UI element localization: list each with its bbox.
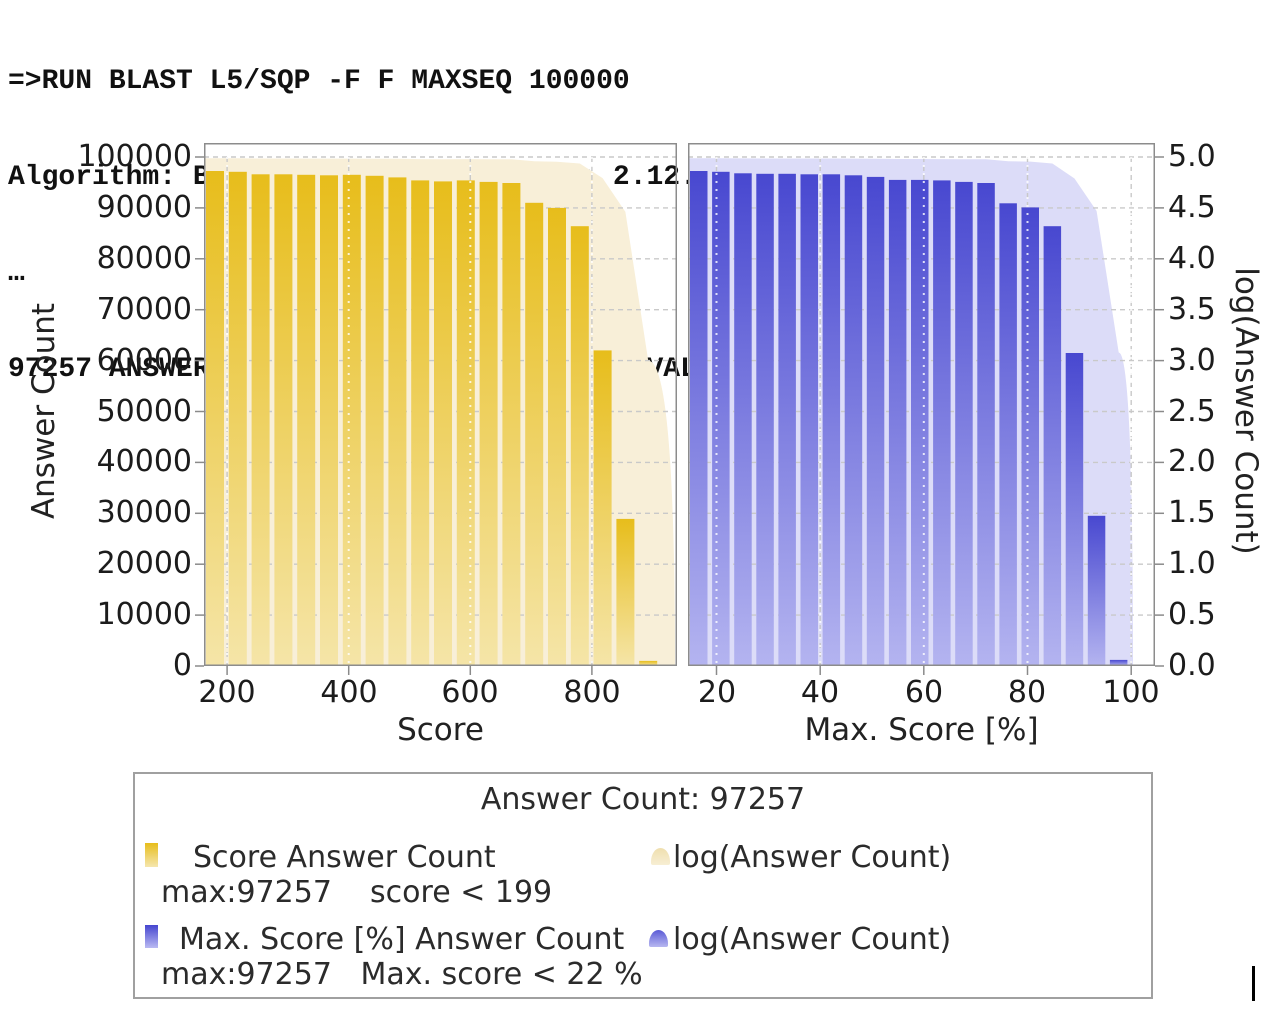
blue-area-swatch — [649, 930, 668, 947]
bar — [434, 181, 452, 666]
legend-detail-maxscore: max:97257 Max. score < 22 % — [161, 957, 643, 992]
bar — [525, 202, 544, 667]
bar — [593, 350, 612, 666]
terminal-line: … — [8, 258, 25, 289]
x-tick-label: 800 — [563, 675, 621, 710]
y2-tick-label: 2.0 — [1168, 444, 1216, 479]
bar — [297, 174, 316, 667]
text-cursor — [1252, 966, 1255, 1001]
bar — [548, 207, 566, 666]
x-tick-label: 20 — [697, 675, 737, 710]
bar — [456, 180, 475, 666]
y2-tick-label: 4.0 — [1168, 241, 1216, 276]
y2-tick-label: 0.0 — [1168, 648, 1216, 683]
y2-tick-label: 3.5 — [1168, 292, 1216, 327]
y2-tick-label: 3.0 — [1168, 343, 1216, 378]
gold-bar-swatch — [145, 843, 158, 867]
y-tick-label: 0 — [172, 648, 192, 683]
y2-tick-label: 2.5 — [1168, 394, 1216, 429]
bar — [388, 177, 407, 666]
y2-tick-label: 5.0 — [1168, 139, 1216, 174]
y-tick-label: 50000 — [96, 394, 192, 429]
bar — [977, 183, 995, 666]
bar — [502, 183, 521, 666]
right-x-axis-title: Max. Score [%] — [804, 712, 1039, 748]
bar — [866, 176, 885, 666]
bar — [342, 174, 361, 667]
y2-tick-label: 1.5 — [1168, 495, 1216, 530]
bar — [690, 171, 708, 666]
x-tick-label: 60 — [904, 675, 944, 710]
bar — [320, 175, 338, 667]
bar — [206, 171, 224, 666]
x-tick-label: 100 — [1102, 675, 1160, 710]
legend-detail-score: max:97257 score < 199 — [161, 875, 553, 910]
bar — [274, 174, 293, 667]
bar — [479, 181, 498, 666]
y-tick-label: 40000 — [96, 444, 192, 479]
bar — [1109, 659, 1128, 666]
bar — [1021, 207, 1039, 666]
score-chart — [195, 143, 677, 675]
legend-label-log-blue: log(Answer Count) — [673, 922, 952, 957]
bar — [251, 174, 270, 667]
legend-title: Answer Count: 97257 — [480, 782, 806, 817]
bar — [639, 660, 658, 666]
terminal-line: =>RUN BLAST L5/SQP -F F MAXSEQ 100000 — [8, 66, 630, 97]
legend-box: Answer Count: 97257 Score Answer Count l… — [133, 772, 1153, 999]
bar — [999, 203, 1017, 667]
y-tick-label: 60000 — [96, 343, 192, 378]
bar — [800, 174, 818, 667]
y-tick-label: 20000 — [96, 546, 192, 581]
bar — [411, 180, 430, 666]
bar — [616, 518, 635, 666]
blue-bar-swatch — [145, 925, 158, 948]
bar — [712, 171, 730, 667]
bar — [778, 173, 796, 667]
bar — [756, 173, 774, 667]
y-tick-label: 80000 — [96, 241, 192, 276]
left-x-axis-title: Score — [397, 712, 484, 748]
bar — [734, 173, 752, 667]
y-tick-label: 70000 — [96, 292, 192, 327]
gold-area-swatch — [651, 848, 670, 865]
bar — [1065, 353, 1084, 666]
bar — [1087, 515, 1106, 666]
bar — [228, 171, 247, 667]
legend-label-maxscore-count: Max. Score [%] Answer Count — [179, 922, 625, 957]
legend-label-score-count: Score Answer Count — [193, 840, 496, 875]
bar — [888, 179, 907, 666]
x-tick-label: 600 — [441, 675, 499, 710]
y-tick-label: 30000 — [96, 495, 192, 530]
bar — [933, 180, 951, 666]
x-tick-label: 200 — [198, 675, 256, 710]
y-tick-label: 90000 — [96, 190, 192, 225]
bar — [911, 179, 929, 666]
y2-tick-label: 4.5 — [1168, 190, 1216, 225]
y-tick-label: 100000 — [77, 139, 192, 174]
bar — [955, 181, 973, 666]
x-tick-label: 80 — [1007, 675, 1047, 710]
bar — [844, 175, 863, 667]
legend-label-log-gold: log(Answer Count) — [673, 840, 952, 875]
y-tick-label: 10000 — [96, 597, 192, 632]
x-tick-label: 400 — [320, 675, 378, 710]
y2-tick-label: 1.0 — [1168, 546, 1216, 581]
bar — [1043, 226, 1062, 666]
bar — [822, 174, 841, 667]
max-score-chart — [688, 143, 1164, 675]
bar — [570, 226, 589, 666]
x-tick-label: 40 — [800, 675, 840, 710]
bar — [365, 175, 384, 667]
y2-tick-label: 0.5 — [1168, 597, 1216, 632]
